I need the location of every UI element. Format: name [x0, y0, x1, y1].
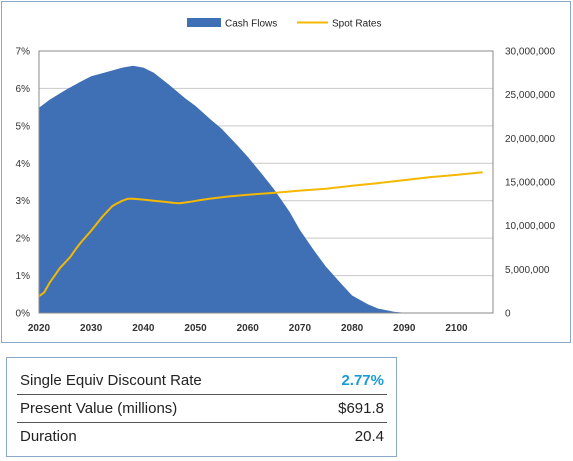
left-tick-label: 0% [16, 309, 31, 320]
summary-row-duration: Duration 20.4 [17, 423, 387, 450]
chart-panel: 0% 1% 2% 3% 4% 5% 6% 7% 0 5,000,000 10,000,000 15,… [1, 1, 571, 343]
x-axis-ticks: 2020 2030 2040 2050 2060 2070 2080 2090 2100 [28, 323, 468, 334]
x-tick-label: 2090 [393, 323, 416, 334]
right-tick-label: 0 [505, 309, 511, 320]
left-tick-label: 6% [16, 84, 31, 95]
right-axis-ticks: 0 5,000,000 10,000,000 15,000,000 20,000,000… [505, 47, 555, 320]
x-tick-label: 2040 [132, 323, 155, 334]
legend-label-spot-rates: Spot Rates [332, 19, 381, 30]
right-tick-label: 10,000,000 [505, 221, 555, 232]
spot-rates-line-layer [38, 171, 483, 298]
left-axis-ticks: 0% 1% 2% 3% 4% 5% 6% 7% [16, 47, 31, 320]
left-tick-label: 3% [16, 196, 31, 207]
legend-label-cash-flows: Cash Flows [225, 19, 277, 30]
chart-legend: Cash Flows Spot Rates [187, 18, 381, 30]
summary-value: 20.4 [354, 428, 384, 445]
summary-table: Single Equiv Discount Rate 2.77% Present… [6, 357, 397, 457]
x-tick-label: 2070 [289, 323, 312, 334]
plot-border [38, 50, 494, 314]
left-tick-label: 4% [16, 159, 31, 170]
legend-swatch-cash-flows [187, 18, 221, 27]
summary-row-present-value: Present Value (millions) $691.8 [17, 395, 387, 423]
x-tick-label: 2080 [341, 323, 364, 334]
right-tick-label: 5,000,000 [505, 265, 550, 276]
combo-chart: 0% 1% 2% 3% 4% 5% 6% 7% 0 5,000,000 10,000,000 15,… [16, 18, 555, 334]
x-tick-label: 2020 [28, 323, 51, 334]
right-tick-label: 15,000,000 [505, 178, 555, 189]
cash-flows-area [39, 65, 415, 313]
right-tick-label: 30,000,000 [505, 47, 555, 58]
summary-label: Present Value (millions) [20, 400, 178, 417]
summary-label: Single Equiv Discount Rate [20, 372, 202, 389]
left-tick-label: 5% [16, 121, 31, 132]
cash-flows-area-layer [39, 65, 415, 313]
summary-value: $691.8 [338, 400, 384, 417]
summary-label: Duration [20, 428, 77, 445]
x-tick-label: 2060 [237, 323, 260, 334]
left-tick-label: 2% [16, 234, 31, 245]
x-tick-label: 2050 [184, 323, 207, 334]
right-tick-label: 20,000,000 [505, 134, 555, 145]
x-tick-label: 2030 [80, 323, 103, 334]
left-tick-label: 1% [16, 271, 31, 282]
summary-row-discount-rate: Single Equiv Discount Rate 2.77% [17, 367, 387, 395]
left-tick-label: 7% [16, 47, 31, 58]
x-tick-label: 2100 [445, 323, 468, 334]
summary-value: 2.77% [341, 372, 384, 389]
spot-rates-line [38, 171, 483, 298]
right-tick-label: 25,000,000 [505, 90, 555, 101]
